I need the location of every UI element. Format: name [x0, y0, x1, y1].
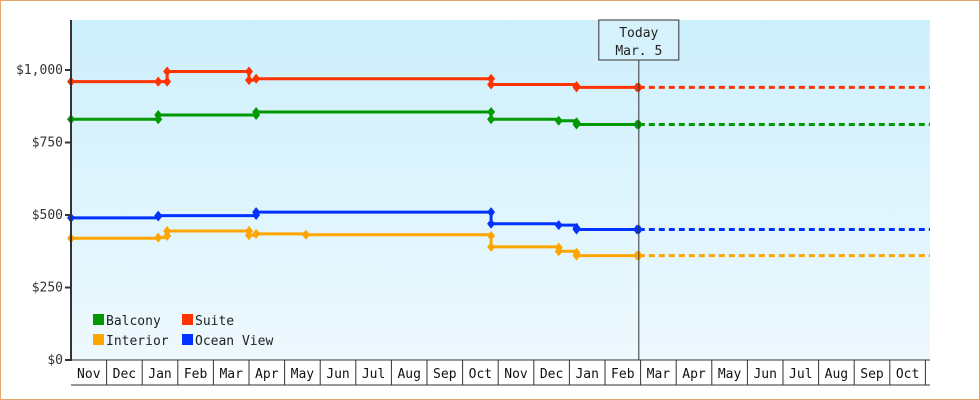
x-tick-label: Jan [575, 367, 598, 382]
axes: $0 $250 $500 $750 $1,000 Nov Dec Jan Feb Mar Apr Ma… [16, 20, 930, 386]
data-point-marker[interactable] [487, 73, 496, 84]
data-point-marker[interactable] [245, 66, 253, 77]
data-point-marker[interactable] [572, 119, 581, 130]
x-tick-label: Feb [184, 367, 208, 382]
data-point-marker[interactable] [252, 207, 261, 218]
x-tick-label: Feb [611, 367, 635, 382]
x-tick-label: Apr [255, 367, 279, 382]
x-tick-label: Oct [469, 367, 492, 382]
x-tick-label: May [291, 367, 315, 382]
data-point-marker[interactable] [487, 230, 496, 241]
series-layer [67, 66, 930, 261]
data-point-marker[interactable] [554, 246, 563, 257]
series-ocean-view [67, 207, 930, 235]
data-point-marker[interactable] [163, 225, 172, 236]
data-point-marker[interactable] [252, 107, 261, 118]
data-point-marker[interactable] [554, 115, 563, 126]
x-tick-label: Mar [647, 367, 671, 382]
x-tick-label: Nov [77, 367, 101, 382]
today-marker: Today Mar. 5 [598, 19, 680, 360]
legend-swatch [182, 334, 193, 345]
data-point-marker[interactable] [252, 73, 261, 84]
legend-label: Ocean View [195, 334, 273, 349]
x-tick-label: Jul [362, 367, 385, 382]
x-tick-label: Aug [825, 367, 848, 382]
x-tick-label: Jun [326, 367, 349, 382]
x-tick-label: Mar [219, 367, 243, 382]
x-tick-label: Aug [397, 367, 420, 382]
data-point-marker[interactable] [487, 218, 496, 229]
x-tick-label: Dec [540, 367, 563, 382]
x-tick-label: Nov [504, 367, 528, 382]
data-point-marker[interactable] [163, 66, 172, 77]
legend-swatch [93, 314, 104, 325]
legend-swatch [182, 314, 193, 325]
y-tick-label: $0 [47, 353, 63, 368]
data-point-marker[interactable] [252, 228, 261, 239]
today-label: Today [619, 26, 658, 41]
data-point-marker[interactable] [487, 79, 496, 90]
data-point-marker[interactable] [154, 232, 163, 243]
data-point-marker[interactable] [487, 107, 496, 118]
legend-swatch [93, 334, 104, 345]
today-date: Mar. 5 [615, 44, 662, 59]
legend: Balcony Suite Interior Ocean View [93, 314, 273, 349]
legend-label: Suite [195, 314, 234, 329]
series-suite [67, 66, 930, 93]
series-balcony [67, 107, 930, 130]
x-tick-label: Sep [860, 367, 884, 382]
x-tick-label: Jan [148, 367, 171, 382]
x-tick-label: Apr [682, 367, 706, 382]
data-point-marker[interactable] [245, 230, 253, 241]
today-box [598, 19, 680, 61]
data-point-marker[interactable] [301, 229, 310, 240]
data-point-marker[interactable] [487, 241, 496, 252]
legend-item-ocean-view[interactable]: Ocean View [182, 334, 273, 349]
legend-label: Balcony [106, 314, 161, 329]
x-tick-label: May [718, 367, 742, 382]
data-point-marker[interactable] [487, 207, 496, 218]
series-interior [67, 225, 930, 261]
data-point-marker[interactable] [487, 114, 496, 125]
data-point-marker[interactable] [163, 76, 172, 87]
plot-area [71, 20, 930, 360]
data-point-marker[interactable] [154, 210, 163, 221]
y-tick-label: $1,000 [16, 63, 63, 78]
legend-item-balcony[interactable]: Balcony [93, 314, 161, 329]
data-point-marker[interactable] [572, 224, 581, 235]
y-tick-label: $500 [32, 208, 63, 223]
legend-label: Interior [106, 334, 169, 349]
x-tick-label: Dec [113, 367, 136, 382]
x-tick-label: Oct [896, 367, 919, 382]
x-tick-label: Jun [753, 367, 776, 382]
x-tick-label: Jul [789, 367, 812, 382]
legend-item-suite[interactable]: Suite [182, 314, 234, 329]
y-tick-label: $750 [32, 136, 63, 151]
x-tick-label: Sep [433, 367, 457, 382]
legend-item-interior[interactable]: Interior [93, 334, 169, 349]
data-point-marker[interactable] [572, 250, 581, 261]
data-point-marker[interactable] [572, 82, 581, 93]
data-point-marker[interactable] [554, 220, 563, 231]
data-point-marker[interactable] [245, 75, 253, 86]
y-tick-label: $250 [32, 281, 63, 296]
data-point-marker[interactable] [154, 109, 163, 120]
data-point-marker[interactable] [154, 76, 163, 87]
